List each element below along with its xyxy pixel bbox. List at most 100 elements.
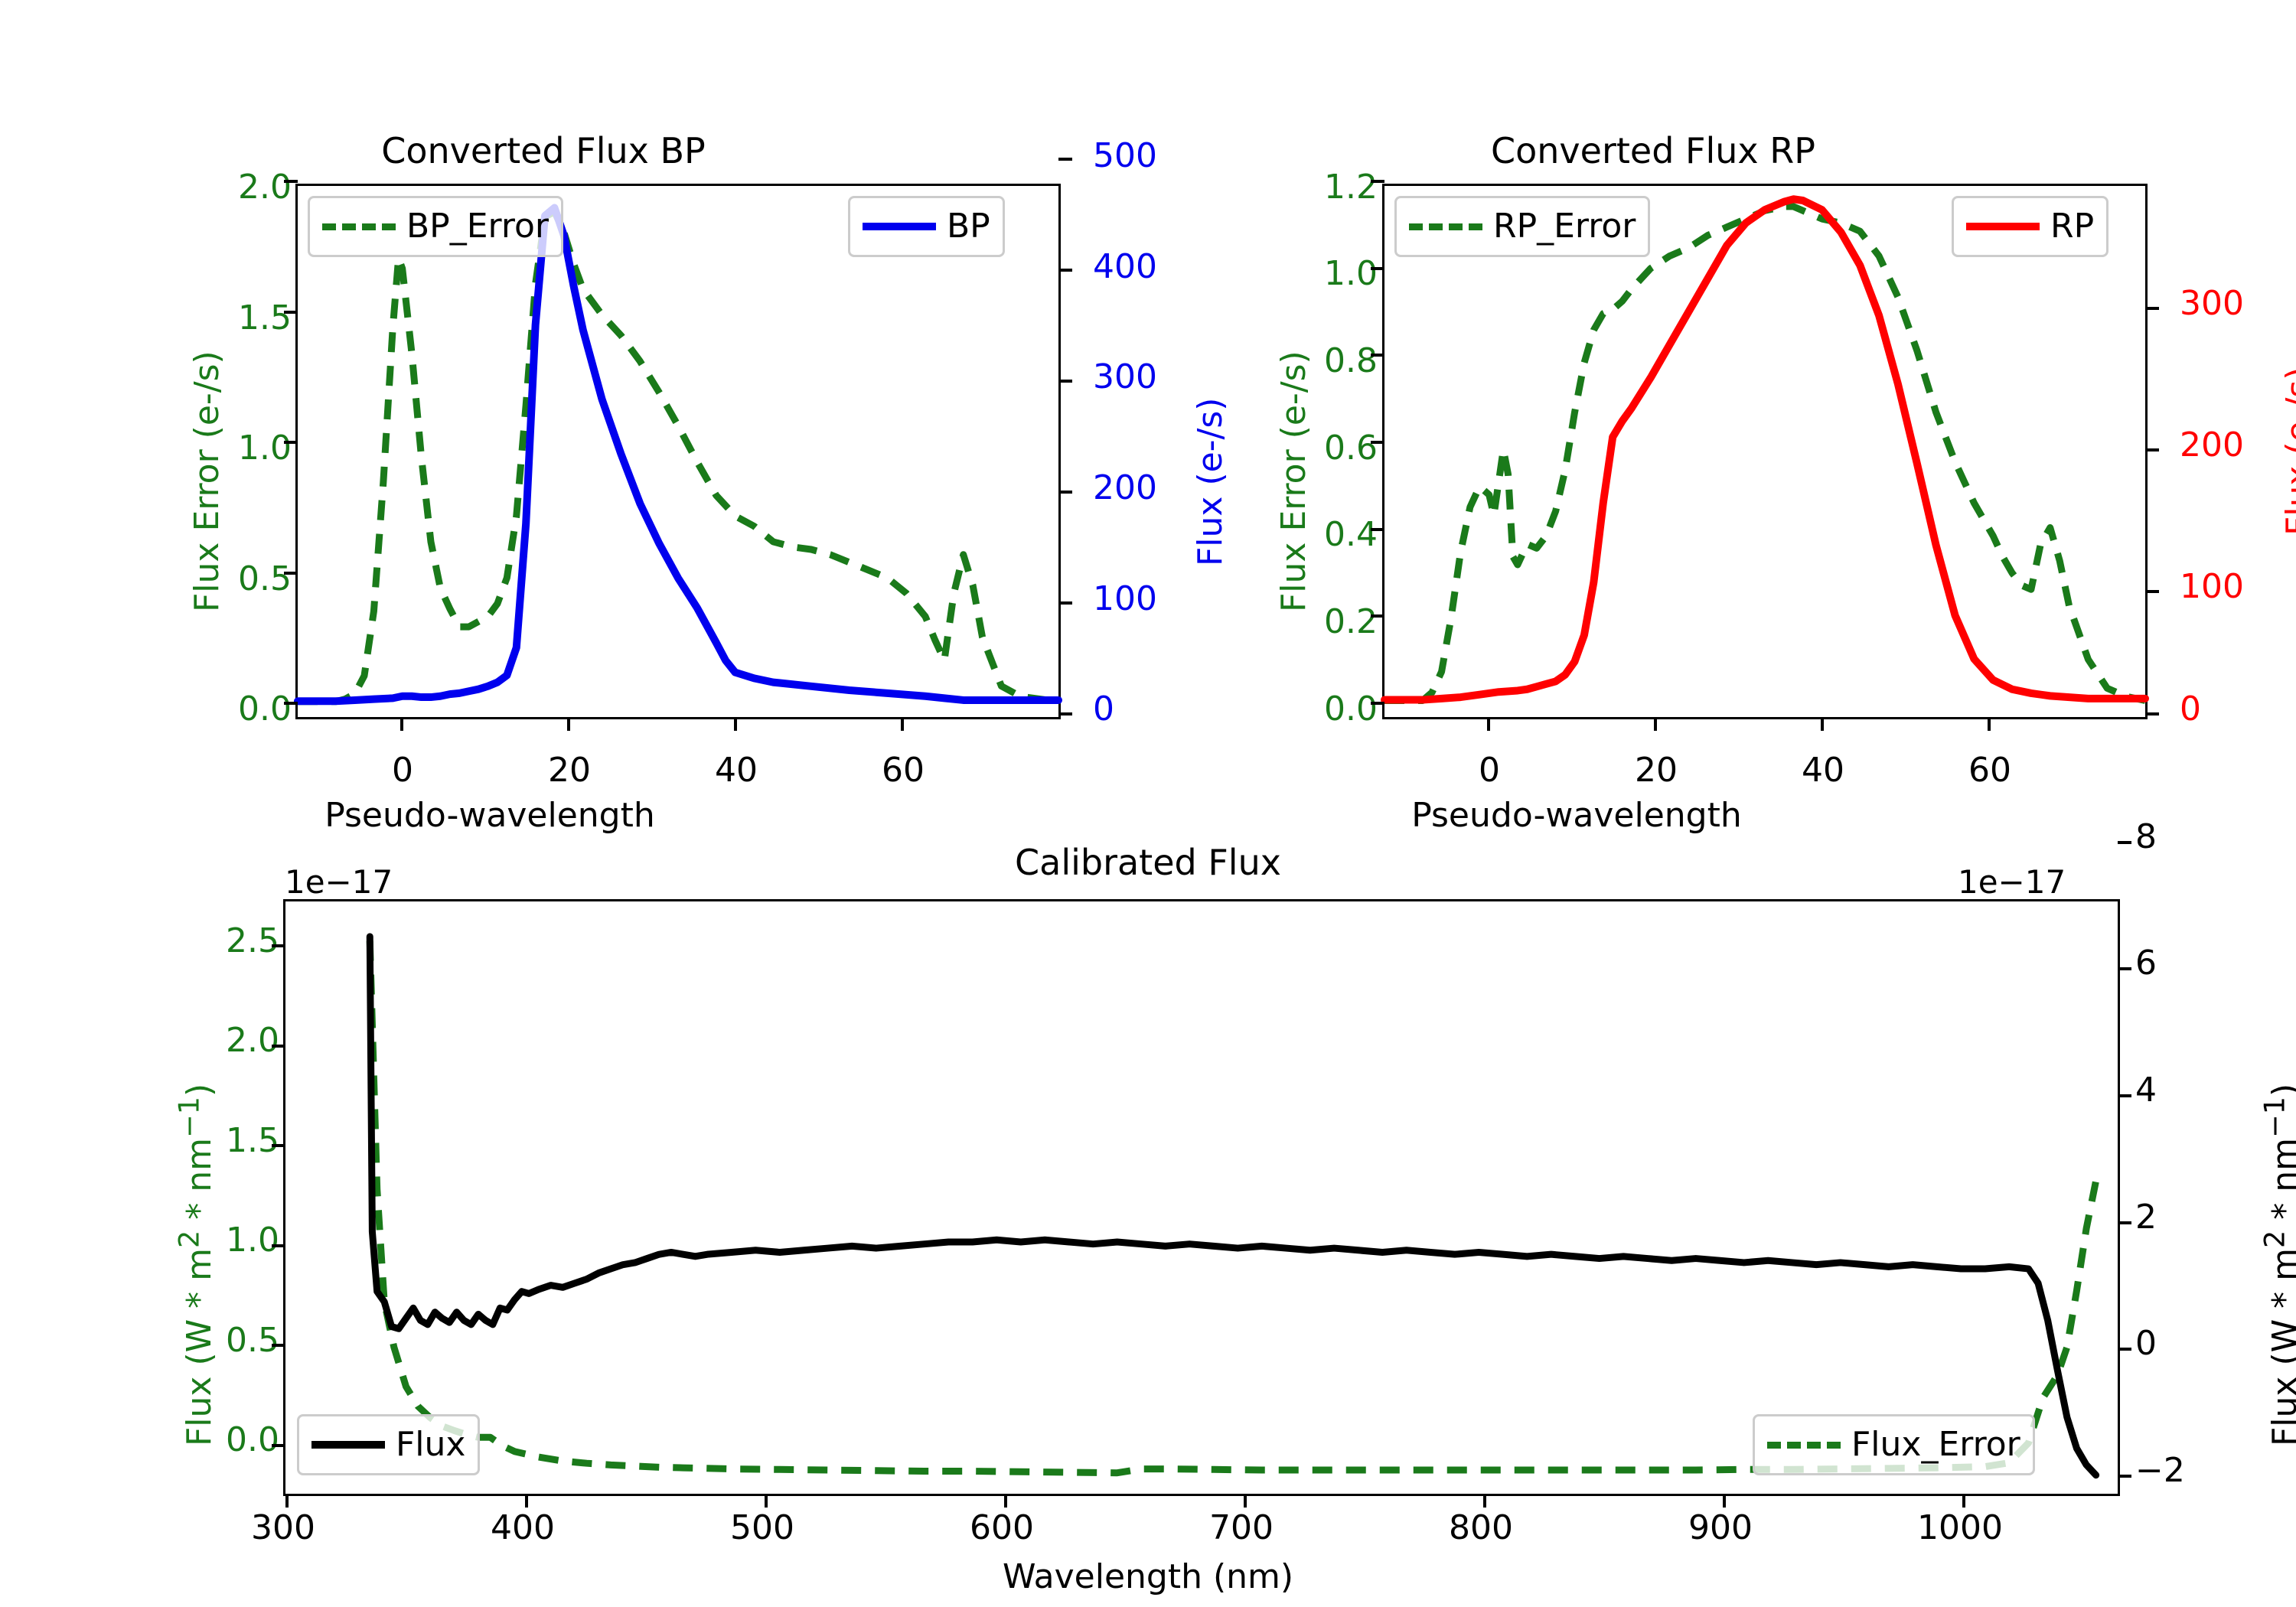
calib-left-tick-4: 2.0 [226, 1021, 279, 1060]
bp-right-tick-mark-1 [1058, 601, 1072, 605]
calibrated-flux-legend-swatch [311, 1441, 385, 1449]
bp-left-tick-2: 1.0 [238, 429, 292, 468]
calib-left-tick-0: 0.0 [226, 1420, 279, 1459]
bp-right-tick-mark-3 [1058, 380, 1072, 383]
rp-x-tick-2: 40 [1802, 751, 1844, 790]
bp-right-tick-2: 200 [1093, 468, 1157, 507]
bp-x-tick-mark-0 [400, 717, 403, 731]
bp-left-tick-mark-2 [284, 441, 298, 444]
rp-right-tick-mark-3 [2145, 307, 2159, 310]
bp-right-tick-mark-0 [1058, 712, 1072, 715]
calib-x-tick-6: 900 [1688, 1508, 1753, 1547]
rp-right-tick-mark-1 [2145, 590, 2159, 593]
calib-x-tick-4: 700 [1209, 1508, 1274, 1547]
calib-left-tick-mark-1 [272, 1344, 285, 1347]
rp-error-curve [1384, 203, 2146, 704]
bp-error-legend-label: BP_Error [406, 207, 549, 246]
calibrated-xaxis-title: Wavelength (nm) [1002, 1557, 1294, 1596]
rp-curves [1381, 195, 2149, 704]
calib-x-tick-7: 1000 [1917, 1508, 2003, 1547]
calibrated-flux-legend[interactable]: Flux [297, 1414, 481, 1475]
calib-x-tick-2: 500 [730, 1508, 794, 1547]
rp-legend-swatch [1966, 223, 2040, 230]
bp-right-tick-3: 300 [1093, 357, 1157, 396]
rp-legend[interactable]: RP [1952, 196, 2109, 257]
panel-calibrated-flux: Calibrated Flux 1e−17 1e−17 0.0 0.5 1.0 … [0, 820, 2296, 1607]
rp-legend-label: RP [2050, 207, 2095, 246]
bp-right-tick-0: 0 [1093, 689, 1114, 729]
calib-right-tick-mark-1 [2118, 1348, 2131, 1351]
rp-x-tick-1: 20 [1635, 751, 1678, 790]
bp-left-tick-4: 2.0 [238, 168, 292, 207]
bp-right-tick-mark-2 [1058, 491, 1072, 494]
calibrated-flux-curve [366, 933, 2100, 1479]
calib-x-tick-3: 600 [970, 1508, 1034, 1547]
bp-x-tick-mark-1 [567, 717, 570, 731]
calib-right-tick-0: −2 [2135, 1451, 2185, 1490]
bp-x-tick-mark-2 [734, 717, 737, 731]
bp-error-curve [298, 208, 1059, 706]
rp-left-tick-5: 1.0 [1324, 254, 1378, 293]
rp-left-tick-3: 0.6 [1324, 429, 1378, 468]
rp-error-legend-label: RP_Error [1493, 207, 1636, 246]
calibrated-flux-error-legend[interactable]: Flux_Error [1753, 1414, 2035, 1475]
bp-xaxis-title: Pseudo-wavelength [325, 796, 655, 835]
bp-x-tick-3: 60 [882, 751, 925, 790]
bp-curves [294, 204, 1062, 706]
bp-error-legend[interactable]: BP_Error [308, 196, 563, 257]
calibrated-flux-error-curve [366, 940, 2100, 1477]
bp-legend[interactable]: BP [848, 196, 1005, 257]
calibrated-right-yaxis-text: Flux (W * m2 * nm−1) [2258, 1084, 2296, 1446]
rp-flux-curve [1381, 195, 2149, 704]
calib-x-tick-mark-3 [1004, 1494, 1007, 1508]
calib-x-tick-mark-2 [765, 1494, 768, 1508]
bp-left-tick-mark-4 [284, 180, 298, 183]
calib-x-tick-1: 400 [491, 1508, 555, 1547]
rp-x-tick-mark-0 [1487, 717, 1490, 731]
calib-left-tick-3: 1.5 [226, 1121, 279, 1160]
rp-plot-title: Converted Flux RP [1491, 130, 1815, 171]
panel-converted-flux-rp: Converted Flux RP 0.0 0.2 0.4 0.6 0.8 1.… [1148, 0, 2296, 835]
calibrated-flux-error-legend-swatch [1767, 1441, 1841, 1449]
calib-right-tick-mark-5 [2118, 841, 2131, 844]
calib-x-tick-mark-6 [1723, 1494, 1726, 1508]
bp-x-tick-2: 40 [715, 751, 758, 790]
rp-left-tick-mark-6 [1371, 180, 1384, 183]
calib-left-tick-mark-5 [272, 944, 285, 947]
rp-x-tick-mark-3 [1988, 717, 1991, 731]
calib-right-tick-4: 6 [2135, 944, 2157, 983]
calib-right-tick-mark-4 [2118, 967, 2131, 970]
rp-error-legend[interactable]: RP_Error [1394, 196, 1651, 257]
calib-x-tick-mark-4 [1244, 1494, 1247, 1508]
rp-left-tick-mark-0 [1371, 702, 1384, 705]
calib-left-tick-mark-2 [272, 1244, 285, 1247]
rp-left-tick-4: 0.8 [1324, 341, 1378, 380]
bp-right-tick-mark-4 [1058, 269, 1072, 272]
calibrated-right-offset: 1e−17 [1958, 863, 2066, 901]
rp-left-tick-mark-4 [1371, 354, 1384, 357]
calibrated-right-yaxis-title: Flux (W * m2 * nm−1) [2258, 1084, 2296, 1446]
rp-left-tick-mark-5 [1371, 267, 1384, 270]
rp-left-tick-0: 0.0 [1324, 689, 1378, 729]
calibrated-flux-legend-label: Flux [396, 1425, 466, 1464]
rp-left-tick-mark-3 [1371, 441, 1384, 444]
bp-right-tick-1: 100 [1093, 579, 1157, 618]
rp-x-tick-mark-1 [1654, 717, 1657, 731]
calib-right-tick-3: 4 [2135, 1071, 2157, 1110]
rp-left-tick-mark-1 [1371, 614, 1384, 618]
calib-right-tick-mark-3 [2118, 1094, 2131, 1097]
calib-right-tick-2: 2 [2135, 1198, 2157, 1237]
rp-left-yaxis-title: Flux Error (e-/s) [1274, 350, 1313, 612]
panel-converted-flux-bp: Converted Flux BP 0.0 0.5 1.0 1.5 2.0 0 … [0, 0, 1230, 835]
rp-x-tick-0: 0 [1479, 751, 1500, 790]
bp-plot-title: Converted Flux BP [381, 130, 706, 171]
calib-left-tick-2: 1.0 [226, 1221, 279, 1260]
rp-right-tick-1: 100 [2180, 567, 2244, 606]
calibrated-curves [366, 933, 2100, 1479]
rp-plot-area [1371, 180, 2159, 731]
calib-x-tick-0: 300 [251, 1508, 315, 1547]
calib-left-tick-1: 0.5 [226, 1321, 279, 1360]
calib-x-tick-mark-5 [1483, 1494, 1486, 1508]
rp-right-tick-0: 0 [2180, 689, 2201, 729]
rp-right-yaxis-title: Flux (e-/s) [2279, 367, 2296, 536]
